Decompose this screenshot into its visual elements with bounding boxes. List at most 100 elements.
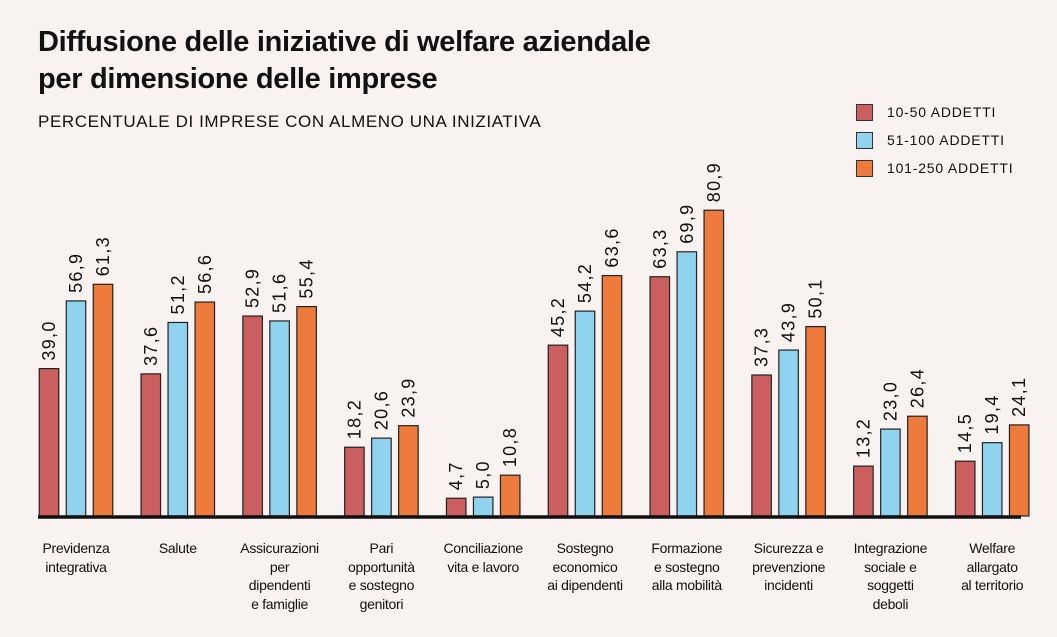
category-label-line: incidenti bbox=[764, 577, 813, 593]
data-label: 18,2 bbox=[344, 399, 364, 439]
category-label-line: opportunità bbox=[348, 558, 415, 575]
category-label-line: sociale e bbox=[864, 558, 917, 575]
data-label: 26,4 bbox=[907, 368, 927, 408]
legend-item: 51-100 ADDETTI bbox=[856, 126, 1013, 154]
category-label-line: Assicurazioni bbox=[240, 540, 319, 556]
data-label: 69,9 bbox=[677, 204, 697, 244]
bar bbox=[472, 496, 494, 517]
category-label-line: alla mobilità bbox=[651, 577, 722, 593]
data-label: 13,2 bbox=[853, 418, 873, 458]
bar bbox=[981, 442, 1003, 517]
category-label-line: Pari bbox=[369, 540, 394, 556]
bar bbox=[371, 437, 392, 517]
category-label-line: Sostegno bbox=[556, 540, 614, 556]
bar bbox=[344, 446, 365, 517]
data-label: 56,6 bbox=[195, 254, 215, 294]
data-label: 37,6 bbox=[141, 326, 161, 366]
legend-item: 101-250 ADDETTI bbox=[856, 154, 1013, 182]
bar bbox=[398, 425, 419, 517]
chart-title-line: per dimensione delle imprese bbox=[38, 63, 438, 95]
bar bbox=[907, 415, 928, 517]
bar bbox=[778, 349, 799, 517]
category-label-line: Sicurezza e bbox=[753, 540, 824, 556]
legend-label: 51-100 ADDETTI bbox=[887, 132, 1005, 148]
data-label: 55,4 bbox=[297, 258, 317, 298]
legend-swatch bbox=[856, 159, 873, 177]
bar bbox=[853, 465, 874, 517]
category-label-line: Integrazione bbox=[853, 540, 928, 556]
category-label-line: al territorio bbox=[961, 577, 1024, 593]
data-label: 54,2 bbox=[575, 263, 595, 303]
category-label-line: deboli bbox=[872, 595, 909, 612]
category-label-line: Welfare bbox=[969, 540, 1016, 556]
category-label-line: vita e lavoro bbox=[447, 558, 519, 575]
bar bbox=[167, 321, 189, 517]
category-label-line: Formazione bbox=[651, 540, 723, 556]
bar bbox=[601, 274, 623, 517]
category-label: Welfare allargato al territorio bbox=[942, 539, 1042, 595]
bar bbox=[574, 310, 596, 517]
bar bbox=[751, 374, 772, 517]
chart-title-line: Diffusione delle iniziative di welfare a… bbox=[38, 26, 651, 58]
chart-subtitle: PERCENTUALE DI IMPRESE CON ALMENO UNA IN… bbox=[38, 112, 542, 131]
data-label: 50,1 bbox=[806, 278, 826, 318]
category-label-line: integrativa bbox=[45, 558, 107, 575]
bar bbox=[242, 315, 263, 517]
data-label: 23,9 bbox=[398, 377, 418, 417]
category-label: Pari opportunità e sostegno genitori bbox=[331, 539, 431, 613]
bar bbox=[1008, 424, 1030, 517]
category-label: Salute bbox=[128, 539, 228, 558]
bar bbox=[194, 301, 216, 517]
data-label: 61,3 bbox=[93, 236, 113, 276]
category-label-line: ai dipendenti bbox=[547, 577, 623, 593]
category-label: Integrazione sociale e soggetti deboli bbox=[840, 539, 940, 613]
legend-swatch bbox=[856, 131, 873, 149]
data-label: 80,9 bbox=[704, 162, 724, 202]
data-label: 10,8 bbox=[500, 427, 520, 467]
category-label: Previdenza integrativa bbox=[26, 539, 126, 576]
data-label: 39,0 bbox=[39, 320, 59, 360]
category-label-line: Conciliazione bbox=[443, 540, 524, 556]
bar bbox=[954, 460, 976, 517]
data-label: 63,3 bbox=[650, 228, 670, 268]
category-label-line: prevenzione bbox=[752, 558, 826, 575]
bar bbox=[547, 344, 569, 517]
category-label: Sicurezza e prevenzione incidenti bbox=[739, 539, 839, 595]
data-label: 4,7 bbox=[446, 461, 466, 490]
category-label-line: genitori bbox=[359, 595, 404, 612]
bar bbox=[296, 305, 317, 517]
data-label: 51,2 bbox=[168, 274, 188, 314]
bar bbox=[880, 428, 901, 517]
data-label: 43,9 bbox=[779, 302, 799, 342]
bar bbox=[676, 251, 698, 517]
bar bbox=[140, 373, 162, 517]
category-label-line: per bbox=[269, 558, 290, 575]
chart-legend: 10-50 ADDETTI 51-100 ADDETTI 101-250 ADD… bbox=[856, 98, 1013, 182]
bar bbox=[445, 497, 467, 517]
data-label: 56,9 bbox=[66, 253, 86, 293]
chart-title: Diffusione delle iniziative di welfare a… bbox=[38, 24, 651, 98]
data-label: 63,6 bbox=[602, 227, 622, 267]
legend-label: 101-250 ADDETTI bbox=[887, 160, 1014, 176]
category-label: Conciliazione vita e lavoro bbox=[433, 539, 533, 576]
bar bbox=[92, 283, 114, 517]
category-label-line: soggetti bbox=[867, 577, 914, 593]
category-label-line: allargato bbox=[966, 558, 1018, 575]
data-label: 24,1 bbox=[1009, 377, 1029, 417]
data-label: 5,0 bbox=[473, 460, 493, 489]
legend-swatch bbox=[856, 103, 873, 121]
category-label-line: dipendenti bbox=[248, 577, 311, 593]
category-label-line: e sostegno bbox=[348, 577, 415, 593]
category-label: Assicurazioni per dipendenti e famiglie bbox=[230, 539, 330, 613]
category-label-line: Salute bbox=[158, 540, 197, 556]
data-label: 20,6 bbox=[371, 390, 391, 430]
category-label-line: Previdenza bbox=[42, 540, 110, 556]
data-label: 23,0 bbox=[880, 381, 900, 421]
category-label: Sostegno economico ai dipendenti bbox=[535, 539, 635, 595]
category-label: Formazione e sostegno alla mobilità bbox=[637, 539, 737, 595]
category-label-line: economico bbox=[552, 558, 618, 575]
bar bbox=[38, 367, 60, 517]
bar bbox=[269, 320, 290, 517]
category-label-line: e famiglie bbox=[251, 595, 309, 612]
